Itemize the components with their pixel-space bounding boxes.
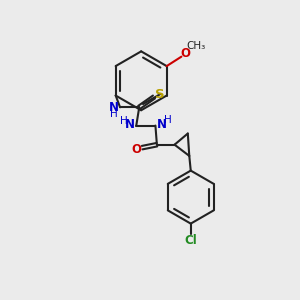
Text: O: O — [131, 142, 141, 156]
Text: N: N — [125, 118, 135, 131]
Text: N: N — [109, 101, 118, 114]
Text: O: O — [180, 46, 190, 60]
Text: Cl: Cl — [184, 234, 197, 247]
Text: CH₃: CH₃ — [187, 41, 206, 51]
Text: H: H — [120, 116, 128, 126]
Text: H: H — [164, 115, 172, 125]
Text: S: S — [155, 88, 165, 100]
Text: N: N — [157, 118, 167, 131]
Text: H: H — [110, 109, 118, 119]
